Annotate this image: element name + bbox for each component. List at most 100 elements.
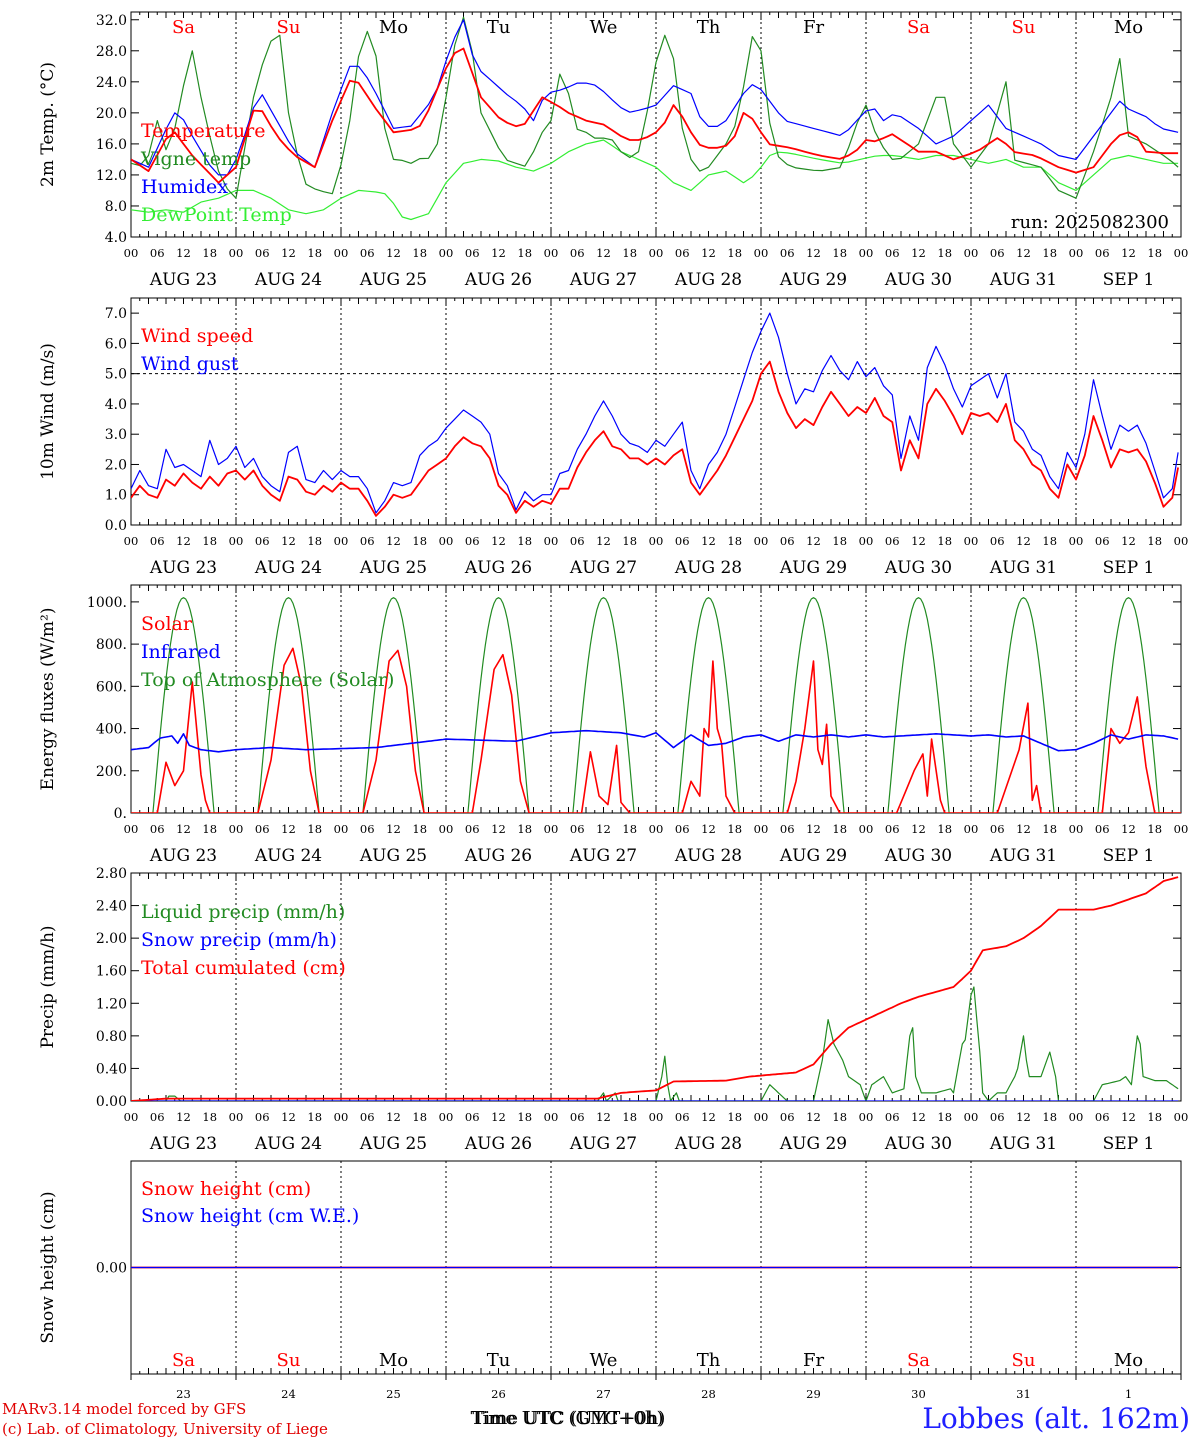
date-label: AUG 26	[464, 270, 532, 290]
series-line-toa-solar	[866, 597, 971, 813]
legend-entry: Vigne temp	[140, 148, 251, 170]
date-label: AUG 23	[149, 558, 217, 578]
series-line-temperature	[131, 47, 1179, 184]
hour-tick-label: 06	[465, 822, 480, 836]
series-line-toa-solar	[761, 597, 866, 813]
series-line-solar	[551, 744, 656, 813]
legend-entry: Wind speed	[141, 325, 253, 347]
series-line-toa-solar	[551, 597, 656, 813]
series-line-solar	[761, 660, 866, 813]
hour-tick-label: 06	[885, 534, 900, 548]
hour-tick-label: 12	[1016, 822, 1031, 836]
hour-tick-label: 18	[1147, 534, 1162, 548]
hour-tick-label: 12	[1121, 822, 1136, 836]
hour-tick-label: 18	[202, 246, 217, 260]
series-line-solar	[341, 649, 446, 813]
y-tick-label: 0.0	[105, 518, 127, 534]
hour-tick-label: 12	[491, 822, 506, 836]
hour-tick-label: 00	[1174, 822, 1189, 836]
hour-tick-label: 00	[439, 534, 454, 548]
hour-tick-label: 06	[780, 822, 795, 836]
day-number-label: 31	[1016, 1387, 1031, 1401]
date-label: AUG 30	[884, 270, 952, 290]
hour-tick-label: 00	[964, 1110, 979, 1124]
series-line-liquid-precip-mm-h	[131, 986, 1179, 1101]
series-line-dewpoint-temp	[131, 139, 1179, 221]
hour-tick-label: 18	[412, 534, 427, 548]
hour-tick-label: 06	[675, 822, 690, 836]
hour-tick-label: 06	[990, 822, 1005, 836]
weekday-label: Th	[697, 17, 721, 38]
hour-tick-label: 18	[1042, 1110, 1057, 1124]
legend-entry: Top of Atmosphere (Solar)	[141, 669, 394, 691]
hour-tick-label: 06	[780, 1110, 795, 1124]
hour-tick-label: 06	[570, 1110, 585, 1124]
hour-tick-label: 18	[517, 1110, 532, 1124]
hour-tick-label: 00	[124, 1110, 139, 1124]
date-label: AUG 23	[149, 270, 217, 290]
time-axis-title-utc: Time UTC (UTC+0h)	[473, 1408, 664, 1429]
y-tick-label: 1.0	[105, 488, 127, 504]
legend-entry: Humidex	[141, 176, 228, 198]
day-number-label: 27	[596, 1387, 611, 1401]
hour-tick-label: 00	[859, 246, 874, 260]
series-line-toa-solar	[971, 597, 1076, 813]
hour-tick-label: 18	[202, 822, 217, 836]
hour-tick-label: 06	[885, 246, 900, 260]
footer: MARv3.14 model forced by GFS (c) Lab. of…	[2, 1400, 1190, 1438]
hour-tick-label: 00	[859, 534, 874, 548]
hour-tick-label: 06	[360, 246, 375, 260]
weekday-label: Su	[1012, 17, 1036, 38]
weekday-label: We	[590, 1350, 618, 1371]
panel-snow: 0.00 Snow height (cm) Snow height (cm) Snow…	[38, 1160, 1182, 1401]
plot-frame	[130, 584, 1182, 814]
date-label: AUG 31	[989, 270, 1057, 290]
hour-tick-label: 18	[832, 822, 847, 836]
plot-area	[131, 597, 1181, 813]
hour-tick-label: 18	[412, 1110, 427, 1124]
day-number-label: 24	[281, 1387, 296, 1401]
hour-tick-label: 00	[124, 534, 139, 548]
weekday-label: Mo	[1114, 17, 1143, 38]
date-label: AUG 23	[149, 1134, 217, 1154]
hour-tick-label: 00	[1174, 534, 1189, 548]
hour-tick-label: 12	[911, 822, 926, 836]
hour-tick-label: 18	[937, 246, 952, 260]
hour-tick-label: 00	[544, 822, 559, 836]
y-tick-label: 1000.	[87, 595, 127, 611]
day-number-label: 28	[701, 1387, 716, 1401]
hour-tick-label: 00	[964, 822, 979, 836]
legend-entry: Wind gust	[141, 353, 239, 375]
hour-tick-label: 12	[176, 246, 191, 260]
hour-tick-label: 00	[754, 822, 769, 836]
hour-tick-label: 00	[1069, 822, 1084, 836]
plot-area	[131, 16, 1179, 221]
hour-tick-label: 06	[1095, 534, 1110, 548]
hour-tick-label: 12	[281, 534, 296, 548]
hour-tick-label: 06	[1095, 1110, 1110, 1124]
y-tick-label: 1.60	[96, 964, 127, 980]
weekday-label: Mo	[379, 17, 408, 38]
date-label: AUG 25	[359, 846, 427, 866]
hour-tick-label: 00	[754, 534, 769, 548]
hour-tick-label: 18	[937, 534, 952, 548]
y-tick-label: 0.	[114, 806, 127, 822]
hour-tick-label: 00	[334, 1110, 349, 1124]
hour-tick-label: 18	[622, 822, 637, 836]
date-label: AUG 30	[884, 846, 952, 866]
hour-tick-label: 18	[307, 1110, 322, 1124]
hour-tick-label: 06	[990, 246, 1005, 260]
y-tick-label: 32.0	[96, 13, 127, 29]
hour-tick-label: 00	[229, 822, 244, 836]
series-line-toa-solar	[446, 597, 551, 813]
hour-tick-label: 12	[176, 534, 191, 548]
hour-tick-label: 00	[544, 246, 559, 260]
hour-tick-label: 00	[754, 1110, 769, 1124]
hour-tick-label: 12	[806, 822, 821, 836]
hour-tick-label: 18	[517, 822, 532, 836]
y-tick-label: 2.0	[105, 457, 127, 473]
hour-tick-label: 12	[806, 1110, 821, 1124]
hour-tick-label: 12	[701, 534, 716, 548]
hour-tick-label: 18	[1147, 1110, 1162, 1124]
y-tick-label: 1.20	[96, 996, 127, 1012]
